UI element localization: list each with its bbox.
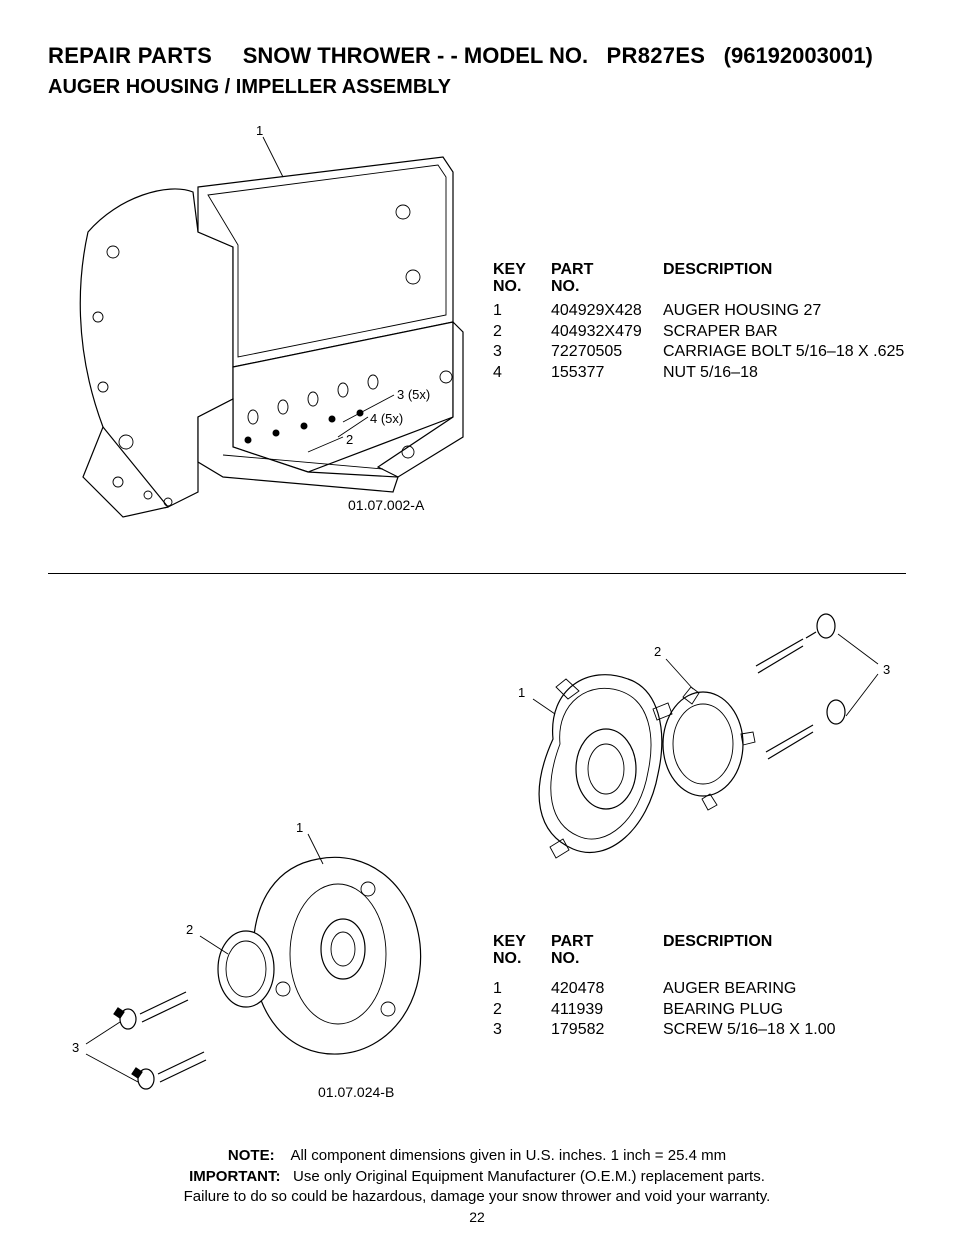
table-row: 2 411939 BEARING PLUG: [493, 1000, 836, 1020]
parts-table-bottom: KEYNO. PARTNO. DESCRIPTION 1 420478 AUGE…: [493, 934, 836, 1041]
table-header: KEYNO. PARTNO. DESCRIPTION: [493, 262, 904, 296]
table-row: 3 72270505 CARRIAGE BOLT 5/16–18 X .625: [493, 342, 904, 362]
table-header: KEYNO. PARTNO. DESCRIPTION: [493, 934, 836, 968]
svg-text:2: 2: [186, 922, 193, 937]
table-row: 3 179582 SCREW 5/16–18 X 1.00: [493, 1020, 836, 1040]
callout-3: 3 (5x): [397, 387, 430, 402]
assembly-title: AUGER HOUSING / IMPELLER ASSEMBLY: [48, 76, 906, 99]
svg-text:3: 3: [883, 662, 890, 677]
col-part: PARTNO.: [551, 934, 663, 968]
footer-note: NOTE: All component dimensions given in …: [0, 1146, 954, 1166]
section-divider: [48, 573, 906, 574]
diagram-code-bottom: 01.07.024-B: [318, 1084, 394, 1100]
section-auger-housing: 1 3 (5x) 4 (5x) 2 01.07.002-A KEYNO. PAR…: [48, 117, 906, 567]
footer-warning: Failure to do so could be hazardous, dam…: [0, 1187, 954, 1207]
callout-2: 2: [346, 432, 353, 447]
col-key: KEYNO.: [493, 934, 551, 968]
callout-4: 4 (5x): [370, 411, 403, 426]
table-row: 4 155377 NUT 5/16–18: [493, 363, 904, 383]
header-line-1: REPAIR PARTS SNOW THROWER - - MODEL NO. …: [48, 40, 906, 72]
svg-text:3: 3: [72, 1040, 79, 1055]
footer-important: IMPORTANT: Use only Original Equipment M…: [0, 1167, 954, 1187]
col-desc: DESCRIPTION: [663, 262, 904, 296]
table-row: 1 404929X428 AUGER HOUSING 27: [493, 301, 904, 321]
col-part: PARTNO.: [551, 262, 663, 296]
section-bearing: 1 2 3: [48, 594, 906, 1114]
svg-text:1: 1: [296, 820, 303, 835]
table-row: 2 404932X479 SCRAPER BAR: [493, 322, 904, 342]
svg-text:2: 2: [654, 644, 661, 659]
callout-1: 1: [256, 123, 263, 138]
table-row: 1 420478 AUGER BEARING: [493, 979, 836, 999]
product-label: SNOW THROWER - - MODEL NO.: [243, 43, 588, 68]
parts-table-top: KEYNO. PARTNO. DESCRIPTION 1 404929X428 …: [493, 262, 904, 383]
sku-label: (96192003001): [724, 43, 873, 68]
diagram-auger-housing: 1 3 (5x) 4 (5x) 2 01.07.002-A: [48, 117, 478, 537]
col-desc: DESCRIPTION: [663, 934, 836, 968]
page-header: REPAIR PARTS SNOW THROWER - - MODEL NO. …: [48, 40, 906, 99]
diagram-code-top: 01.07.002-A: [348, 497, 424, 513]
repair-parts-label: REPAIR PARTS: [48, 43, 212, 68]
svg-text:1: 1: [518, 685, 525, 700]
diagram-bearing-left: 1 2 3 01.07.024-B: [68, 794, 448, 1094]
diagram-bearing-right: 1 2 3: [458, 594, 918, 914]
col-key: KEYNO.: [493, 262, 551, 296]
model-label: PR827ES: [607, 43, 706, 68]
page-number: 22: [0, 1209, 954, 1225]
page-footer: NOTE: All component dimensions given in …: [0, 1146, 954, 1207]
